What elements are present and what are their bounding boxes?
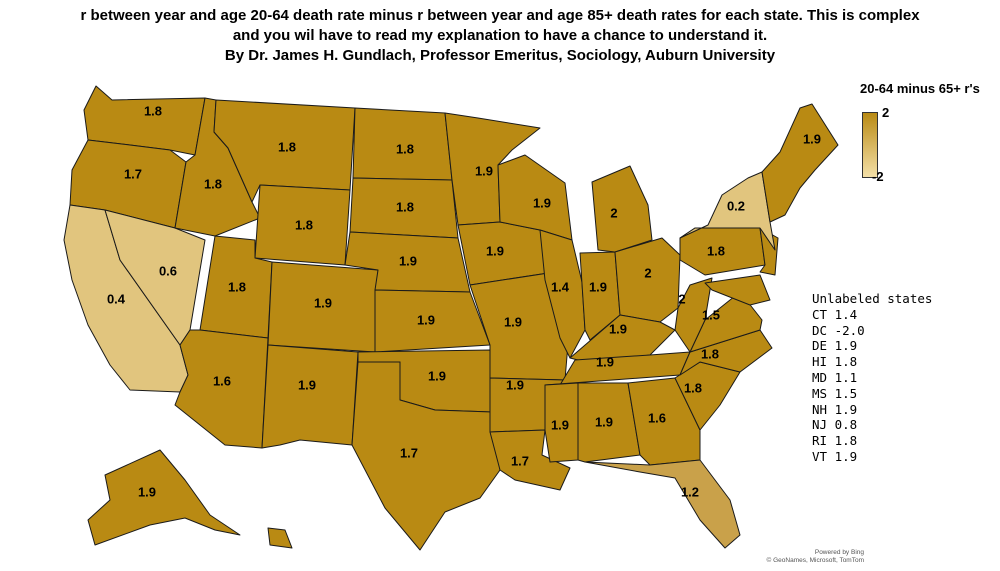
state-shape-ms <box>544 382 579 463</box>
state-value-wy: 1.8 <box>295 217 313 232</box>
state-value-ca: 0.4 <box>107 291 126 306</box>
state-shape-wv <box>674 277 713 353</box>
state-value-ky: 1.9 <box>609 321 627 336</box>
state-shape-la <box>489 429 571 491</box>
state-value-ks: 1.9 <box>417 312 435 327</box>
state-value-az: 1.6 <box>213 373 231 388</box>
unlabeled-item: MD 1.1 <box>812 369 858 385</box>
state-shape-md <box>704 274 771 306</box>
state-value-va: 1.5 <box>702 307 720 322</box>
unlabeled-item: RI 1.8 <box>812 433 858 449</box>
state-shape-tx <box>351 361 501 551</box>
credit-line: © GeoNames, Microsoft, TomTom <box>766 557 865 564</box>
unlabeled-item: DE 1.9 <box>812 338 858 354</box>
state-value-me: 1.9 <box>803 131 821 146</box>
state-value-pa: 1.8 <box>707 243 725 258</box>
state-shape-hi <box>267 527 293 549</box>
credit-line: Powered by Bing <box>814 549 864 556</box>
state-value-or: 1.7 <box>124 166 142 181</box>
state-value-ny: 0.2 <box>727 198 745 213</box>
state-value-ne: 1.9 <box>399 253 417 268</box>
state-value-wa: 1.8 <box>144 103 162 118</box>
unlabeled-title: Unlabeled states <box>812 291 933 306</box>
state-shape-al <box>577 382 641 463</box>
unlabeled-states-list: Unlabeled states CT 1.4 DC -2.0 DE 1.9 H… <box>812 291 932 465</box>
title-line-1: r between year and age 20-64 death rate … <box>80 7 920 24</box>
state-value-in: 1.9 <box>589 279 607 294</box>
state-value-mi: 2 <box>610 205 617 220</box>
state-value-mo: 1.9 <box>504 314 522 329</box>
state-shape-il <box>539 229 586 359</box>
state-shape-ne_eng <box>761 103 839 223</box>
state-value-il: 1.4 <box>551 279 570 294</box>
state-value-ga: 1.6 <box>648 410 666 425</box>
state-value-nm: 1.9 <box>298 377 316 392</box>
state-value-co: 1.9 <box>314 295 332 310</box>
state-value-fl: 1.2 <box>681 484 699 499</box>
unlabeled-item: NJ 0.8 <box>812 417 858 433</box>
state-value-ms: 1.9 <box>551 417 569 432</box>
state-value-tx: 1.7 <box>400 445 418 460</box>
state-value-wv: 2 <box>678 291 685 306</box>
state-value-ia: 1.9 <box>486 243 504 258</box>
legend-color-bar <box>862 112 878 178</box>
state-value-mt: 1.8 <box>278 139 296 154</box>
state-shape-ak <box>87 449 241 546</box>
state-value-tn: 1.9 <box>596 354 614 369</box>
unlabeled-item: HI 1.8 <box>812 354 858 370</box>
unlabeled-item: NH 1.9 <box>812 401 858 417</box>
state-value-nc: 1.8 <box>701 346 719 361</box>
state-value-wi: 1.9 <box>533 195 551 210</box>
unlabeled-item: CT 1.4 <box>812 306 858 322</box>
state-shape-fl <box>584 459 741 549</box>
state-shape-nm <box>261 344 359 449</box>
state-value-ar: 1.9 <box>506 377 524 392</box>
map-credit: Powered by Bing © GeoNames, Microsoft, T… <box>767 549 865 565</box>
state-shape-az <box>174 329 269 449</box>
state-value-ak: 1.9 <box>138 484 156 499</box>
state-value-id: 1.8 <box>204 176 222 191</box>
title-line-2: and you wil have to read my explanation … <box>232 27 768 44</box>
unlabeled-item: VT 1.9 <box>812 448 858 464</box>
legend-min-label: -2 <box>872 169 884 184</box>
legend-max-label: 2 <box>882 105 890 120</box>
state-value-al: 1.9 <box>595 414 613 429</box>
legend-title: 20-64 minus 65+ r's <box>860 81 980 96</box>
state-value-mn: 1.9 <box>475 163 493 178</box>
state-value-oh: 2 <box>644 265 651 280</box>
state-value-la: 1.7 <box>511 453 529 468</box>
map-title: r between year and age 20-64 death rate … <box>0 6 1000 66</box>
state-value-nd: 1.8 <box>396 141 414 156</box>
state-value-ut: 1.8 <box>228 279 246 294</box>
title-line-3: By Dr. James H. Gundlach, Professor Emer… <box>224 47 776 64</box>
unlabeled-item: DC -2.0 <box>812 322 865 338</box>
state-shape-mi <box>591 165 653 253</box>
state-value-ok: 1.9 <box>428 368 446 383</box>
state-value-nv: 0.6 <box>159 263 177 278</box>
state-value-sd: 1.8 <box>396 199 414 214</box>
unlabeled-item: MS 1.5 <box>812 385 858 401</box>
state-value-sc: 1.8 <box>684 380 702 395</box>
